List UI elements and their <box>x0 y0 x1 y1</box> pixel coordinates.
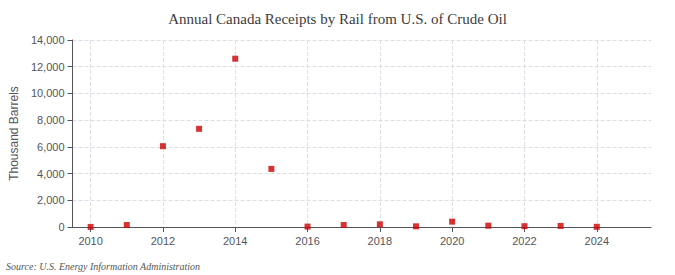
svg-text:6,000: 6,000 <box>37 141 65 153</box>
svg-text:2022: 2022 <box>512 235 536 247</box>
svg-text:14,000: 14,000 <box>31 34 65 46</box>
svg-text:2010: 2010 <box>78 235 102 247</box>
svg-text:8,000: 8,000 <box>37 114 65 126</box>
svg-text:Thousand Barrels: Thousand Barrels <box>7 86 21 181</box>
svg-text:10,000: 10,000 <box>31 87 65 99</box>
svg-text:2024: 2024 <box>585 235 609 247</box>
svg-text:12,000: 12,000 <box>31 61 65 73</box>
svg-text:2,000: 2,000 <box>37 194 65 206</box>
svg-text:2012: 2012 <box>151 235 175 247</box>
svg-text:2018: 2018 <box>368 235 392 247</box>
svg-text:Source: U.S. Energy Informatio: Source: U.S. Energy Information Administ… <box>6 261 200 272</box>
svg-text:2020: 2020 <box>440 235 464 247</box>
svg-text:Annual Canada Receipts by Rail: Annual Canada Receipts by Rail from U.S.… <box>168 11 507 27</box>
svg-text:0: 0 <box>58 221 64 233</box>
svg-text:2014: 2014 <box>223 235 247 247</box>
svg-text:4,000: 4,000 <box>37 168 65 180</box>
svg-text:2016: 2016 <box>295 235 319 247</box>
